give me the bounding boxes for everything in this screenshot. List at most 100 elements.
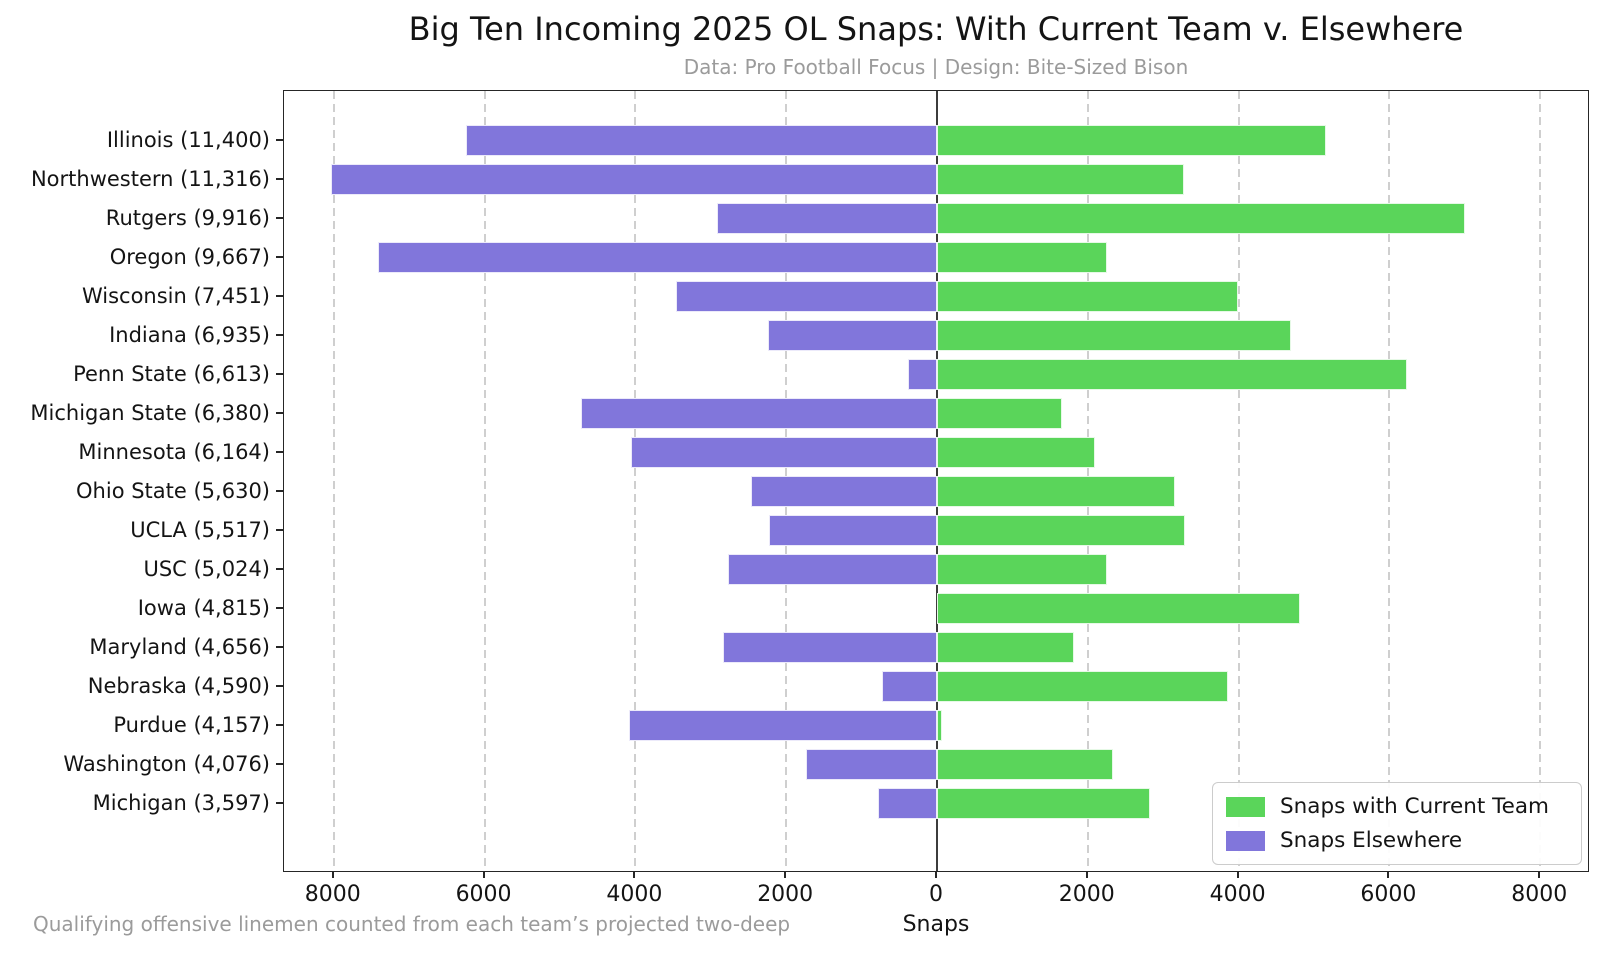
x-axis-tick (1236, 871, 1239, 878)
y-axis-tick (276, 567, 283, 570)
bar-snaps-elsewhere (331, 164, 937, 195)
bar-snaps-with-current-team (937, 632, 1075, 663)
x-axis-tick-label: 6000 (1360, 882, 1417, 907)
gridline (1388, 91, 1391, 871)
y-axis-label: Northwestern (11,316) (30, 166, 270, 191)
legend-label-elsewhere: Snaps Elsewhere (1280, 828, 1463, 853)
chart-subtitle: Data: Pro Football Focus | Design: Bite-… (683, 55, 1189, 79)
bar-snaps-elsewhere (908, 359, 937, 390)
bar-snaps-with-current-team (937, 359, 1407, 390)
y-axis-tick (276, 177, 283, 180)
y-axis-tick (276, 333, 283, 336)
y-axis-label: Nebraska (4,590) (87, 673, 270, 698)
bar-snaps-with-current-team (937, 281, 1238, 312)
bar-snaps-with-current-team (937, 320, 1292, 351)
chart-title: Big Ten Incoming 2025 OL Snaps: With Cur… (408, 10, 1464, 48)
x-axis-tick-label: 8000 (1511, 882, 1568, 907)
legend-label-current-team: Snaps with Current Team (1280, 794, 1549, 819)
y-axis-tick (276, 684, 283, 687)
bar-snaps-elsewhere (630, 437, 937, 468)
bar-snaps-elsewhere (769, 515, 937, 546)
bar-snaps-with-current-team (937, 203, 1465, 234)
y-axis-tick (276, 216, 283, 219)
y-axis-label: UCLA (5,517) (130, 517, 270, 542)
y-axis-tick (276, 645, 283, 648)
y-axis-label: Indiana (6,935) (109, 322, 270, 347)
bar-snaps-elsewhere (723, 632, 937, 663)
bar-snaps-elsewhere (378, 242, 937, 273)
bar-snaps-with-current-team (937, 593, 1301, 624)
bar-snaps-with-current-team (937, 242, 1108, 273)
x-axis-title: Snaps (902, 912, 970, 937)
y-axis-label: Ohio State (5,630) (76, 478, 270, 503)
y-axis-tick (276, 372, 283, 375)
y-axis-tick (276, 801, 283, 804)
x-axis-tick (1387, 871, 1390, 878)
chart-plot-area (283, 90, 1589, 872)
y-axis-label: USC (5,024) (143, 556, 270, 581)
x-axis-tick (633, 871, 636, 878)
legend-swatch-current-team-icon (1226, 796, 1265, 817)
x-axis-tick (935, 871, 937, 878)
bar-snaps-elsewhere (878, 788, 937, 819)
y-axis-label: Michigan State (6,380) (30, 400, 270, 425)
y-axis-label: Penn State (6,613) (73, 361, 270, 386)
gridline (332, 91, 335, 871)
x-axis-tick (784, 871, 787, 878)
x-axis-tick (1538, 871, 1541, 878)
x-axis-tick-label: 2000 (1058, 882, 1115, 907)
y-axis-label: Oregon (9,667) (109, 244, 270, 269)
x-axis-tick-label: 4000 (1209, 882, 1266, 907)
y-axis-label: Purdue (4,157) (113, 712, 270, 737)
y-axis-label: Maryland (4,656) (89, 634, 270, 659)
legend-item-elsewhere: Snaps Elsewhere (1226, 828, 1568, 853)
bar-snaps-elsewhere (806, 749, 937, 780)
bar-snaps-with-current-team (937, 788, 1150, 819)
y-axis-label: Wisconsin (7,451) (81, 283, 270, 308)
legend-swatch-elsewhere-icon (1226, 830, 1265, 851)
bar-snaps-with-current-team (937, 710, 943, 741)
gridline (1539, 91, 1542, 871)
y-axis-label: Iowa (4,815) (137, 595, 270, 620)
bar-snaps-with-current-team (937, 554, 1107, 585)
bar-snaps-with-current-team (937, 671, 1229, 702)
y-axis-tick (276, 606, 283, 609)
y-axis-tick (276, 450, 283, 453)
gridline (483, 91, 486, 871)
gridline (1237, 91, 1240, 871)
bar-snaps-with-current-team (937, 749, 1114, 780)
x-axis-tick (331, 871, 334, 878)
legend: Snaps with Current Team Snaps Elsewhere (1212, 782, 1582, 865)
y-axis-tick (276, 489, 283, 492)
x-axis-tick-label: 2000 (757, 882, 814, 907)
bar-snaps-elsewhere (750, 476, 937, 507)
y-axis-label: Minnesota (6,164) (78, 439, 270, 464)
y-axis-tick (276, 411, 283, 414)
bar-snaps-with-current-team (937, 398, 1063, 429)
bar-snaps-elsewhere (466, 125, 937, 156)
x-axis-tick-label: 4000 (606, 882, 663, 907)
x-axis-tick-label: 8000 (304, 882, 361, 907)
bar-snaps-with-current-team (937, 476, 1176, 507)
y-axis-tick (276, 255, 283, 258)
chart-footnote: Qualifying offensive linemen counted fro… (33, 912, 791, 936)
y-axis-label: Rutgers (9,916) (105, 205, 270, 230)
x-axis-tick (482, 871, 485, 878)
bar-snaps-with-current-team (937, 164, 1185, 195)
y-axis-tick (276, 528, 283, 531)
y-axis-label: Michigan (3,597) (92, 790, 270, 815)
bar-snaps-with-current-team (937, 125, 1327, 156)
bar-snaps-elsewhere (628, 710, 937, 741)
x-axis-tick (1085, 871, 1088, 878)
bar-snaps-elsewhere (768, 320, 937, 351)
y-axis-tick (276, 294, 283, 297)
bar-snaps-elsewhere (727, 554, 937, 585)
bar-snaps-with-current-team (937, 437, 1096, 468)
x-axis-tick-label: 0 (929, 882, 943, 907)
bar-snaps-elsewhere (881, 671, 937, 702)
y-axis-tick (276, 138, 283, 141)
y-axis-label: Washington (4,076) (63, 751, 270, 776)
bar-snaps-elsewhere (717, 203, 937, 234)
bar-snaps-elsewhere (676, 281, 937, 312)
